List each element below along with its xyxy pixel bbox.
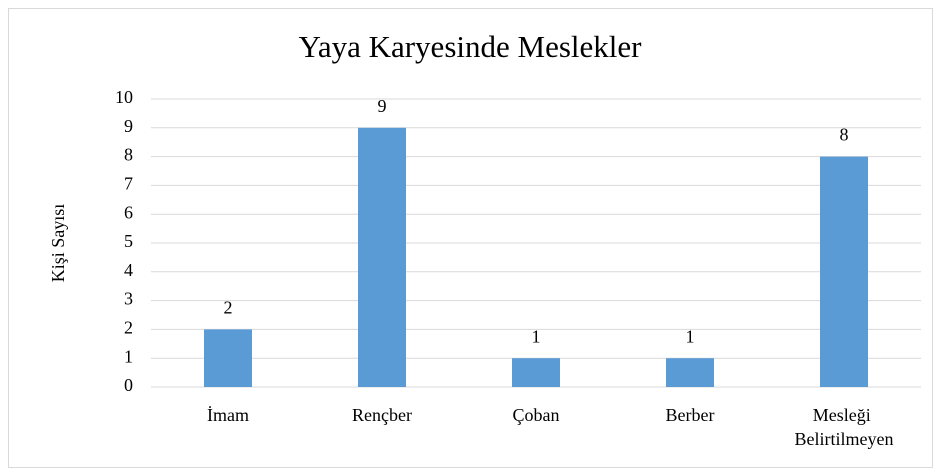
y-tick-label: 3 [124, 289, 133, 309]
y-tick-label: 0 [124, 375, 133, 395]
y-tick-label: 7 [124, 174, 133, 194]
y-tick-label: 2 [124, 318, 133, 338]
chart-title: Yaya Karyesinde Meslekler [299, 29, 643, 64]
chart-border [8, 8, 933, 468]
y-tick-label: 10 [115, 87, 133, 107]
data-label: 2 [224, 298, 233, 318]
y-tick-label: 8 [124, 145, 133, 165]
y-tick-label: 4 [124, 260, 133, 280]
x-tick-label: Mesleği Belirtilmeyen [795, 405, 894, 449]
data-label: 1 [686, 326, 695, 346]
data-label: 9 [378, 96, 387, 116]
bar [666, 358, 714, 387]
data-label: 8 [840, 125, 849, 145]
y-tick-label: 6 [124, 202, 133, 222]
y-tick-label: 5 [124, 231, 133, 251]
y-axis-label: Kişi Sayısı [48, 204, 68, 283]
x-tick-label: Berber [666, 405, 715, 425]
x-tick-label: Rençber [352, 405, 412, 425]
bar [358, 127, 406, 388]
bar [204, 329, 252, 387]
x-tick-label: Çoban [513, 405, 560, 425]
bar [820, 156, 868, 387]
y-tick-label: 1 [124, 346, 133, 366]
data-label: 1 [532, 326, 541, 346]
x-tick-label: İmam [207, 405, 249, 425]
bar [512, 358, 560, 387]
y-tick-label: 9 [124, 116, 133, 136]
